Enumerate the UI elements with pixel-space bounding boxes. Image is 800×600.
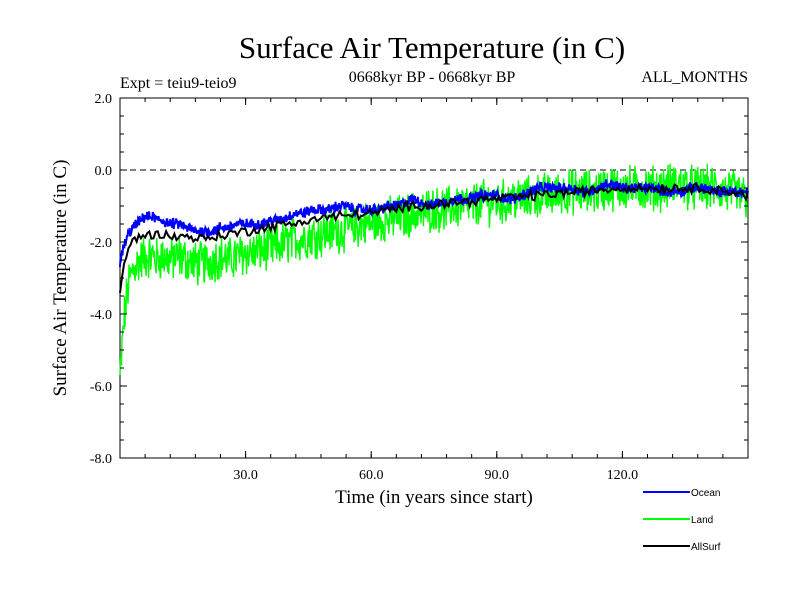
months-label: ALL_MONTHS <box>641 69 748 86</box>
x-axis-ticks: 30.0 60.0 90.0 120.0 <box>119 98 749 483</box>
y-tick-label: -6.0 <box>90 380 112 395</box>
y-tick-label: 2.0 <box>95 92 113 107</box>
x-tick-label: 90.0 <box>485 468 510 483</box>
chart-subtitle: 0668kyr BP - 0668kyr BP <box>349 69 516 86</box>
x-axis-label: Time (in years since start) <box>335 487 533 508</box>
x-tick-label: 30.0 <box>233 468 258 483</box>
legend: Ocean Land AllSurf <box>643 488 721 553</box>
plot-frame <box>119 97 749 459</box>
y-tick-label: -8.0 <box>90 452 112 467</box>
y-axis-label: Surface Air Temperature (in C) <box>50 160 71 397</box>
y-tick-label: -4.0 <box>90 308 112 323</box>
series-allsurf-line <box>119 181 749 294</box>
legend-label-allsurf: AllSurf <box>691 542 721 553</box>
series-land-line <box>119 163 749 376</box>
legend-label-ocean: Ocean <box>691 488 720 499</box>
legend-label-land: Land <box>691 515 713 526</box>
chart-title: Surface Air Temperature (in C) <box>239 30 625 65</box>
series-layer <box>119 163 749 376</box>
y-tick-label: 0.0 <box>95 164 113 179</box>
x-tick-label: 60.0 <box>359 468 384 483</box>
x-tick-label: 120.0 <box>607 468 639 483</box>
y-tick-label: -2.0 <box>90 236 112 251</box>
y-axis-ticks: 2.0 0.0 -2.0 -4.0 -6.0 -8.0 <box>90 92 748 467</box>
expt-label: Expt = teiu9-teio9 <box>120 75 237 92</box>
